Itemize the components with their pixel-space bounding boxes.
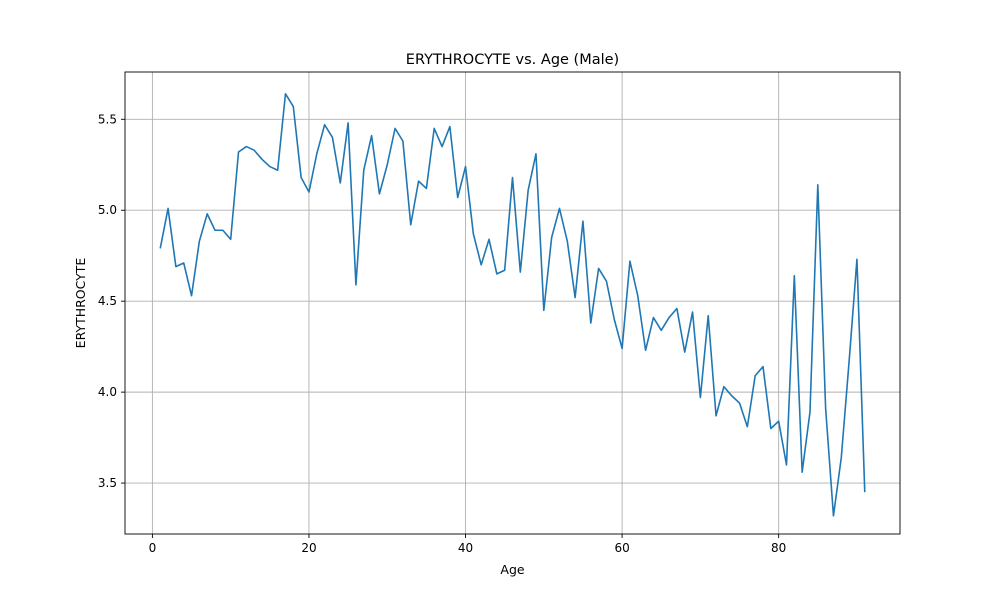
x-tick-label: 80 [771, 541, 786, 555]
chart-title: ERYTHROCYTE vs. Age (Male) [406, 52, 619, 68]
y-axis-label: ERYTHROCYTE [73, 258, 88, 349]
series-line [159, 93, 866, 517]
y-tick-label: 5.5 [98, 112, 117, 126]
y-tick-label: 4.5 [98, 294, 117, 308]
y-axis: 3.5 4.0 4.5 5.0 5.5 [98, 112, 125, 490]
x-tick-label: 60 [614, 541, 629, 555]
plot-frame [124, 71, 901, 535]
x-axis: 0 20 40 60 80 [149, 534, 786, 555]
x-tick-label: 0 [149, 541, 157, 555]
y-tick-label: 3.5 [98, 476, 117, 490]
series-layer [159, 93, 866, 517]
x-tick-label: 40 [458, 541, 473, 555]
x-axis-label: Age [500, 562, 524, 577]
y-tick-label: 4.0 [98, 385, 117, 399]
y-tick-label: 5.0 [98, 203, 117, 217]
x-tick-label: 20 [301, 541, 316, 555]
grid-lines [125, 72, 900, 534]
